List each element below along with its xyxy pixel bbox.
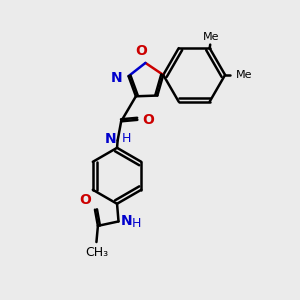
- Text: N: N: [104, 132, 116, 146]
- Text: H: H: [132, 217, 141, 230]
- Text: CH₃: CH₃: [85, 246, 108, 259]
- Text: O: O: [80, 193, 92, 207]
- Text: N: N: [121, 214, 133, 228]
- Text: N: N: [110, 70, 122, 85]
- Text: O: O: [143, 113, 154, 127]
- Text: Me: Me: [203, 32, 219, 42]
- Text: O: O: [135, 44, 147, 58]
- Text: H: H: [122, 133, 131, 146]
- Text: Me: Me: [236, 70, 252, 80]
